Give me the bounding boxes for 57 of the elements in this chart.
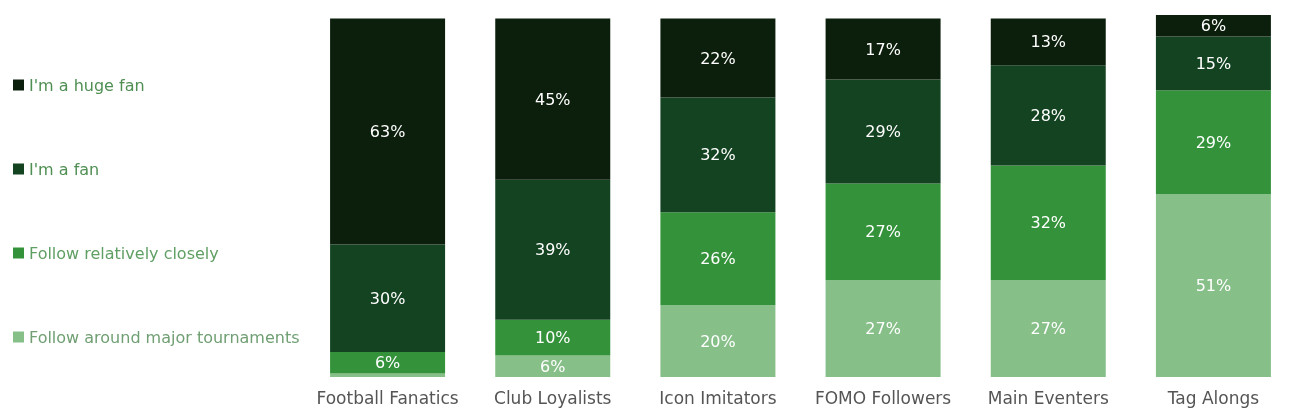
bar [1155,90,1271,195]
data-label: 27% [865,319,901,339]
data-label: 45% [534,89,571,109]
data-label: 6% [374,353,401,373]
bar [330,18,446,245]
data-label: 20% [700,331,736,351]
bar [825,280,941,377]
data-label: 15% [1195,53,1232,73]
bar [660,97,776,213]
legend-label: Follow relatively closely [29,243,219,263]
x-tick-label: Football Fanatics [316,387,459,408]
data-label: 13% [1030,32,1067,52]
bar [990,280,1106,377]
bar [1155,15,1271,37]
bar [825,183,941,281]
data-label: 28% [1030,105,1067,125]
x-tick-label: Main Eventers [987,387,1109,408]
bar [1155,194,1271,377]
bar [660,18,776,98]
x-tick-label: Icon Imitators [659,387,777,408]
x-tick-label: FOMO Followers [814,387,952,408]
x-tick-label: Tag Alongs [1166,387,1260,408]
bar [495,319,611,356]
bar [495,355,611,377]
bar [330,244,446,352]
data-label: 27% [1030,319,1067,339]
bar [990,165,1106,281]
bar [495,179,611,320]
bar [660,305,776,377]
data-label: 63% [369,121,406,141]
data-label: 29% [1195,132,1232,152]
data-label: 17% [865,39,901,59]
legend-label: Follow around major tournaments [29,327,300,347]
data-label: 32% [700,145,736,165]
bar [1155,36,1271,91]
data-label: 10% [534,328,571,348]
x-tick-label: Club Loyalists [494,387,612,408]
bar [495,18,611,180]
data-label: 30% [369,288,406,308]
bar [825,79,941,184]
bar [660,212,776,306]
bar [330,351,446,374]
data-label: 29% [865,121,901,141]
bar [330,373,446,377]
data-label: 39% [534,240,571,260]
data-label: 6% [1200,16,1227,36]
bar [990,18,1106,66]
data-label: 51% [1195,276,1232,296]
bar [990,65,1106,166]
data-label: 27% [865,222,901,242]
bar [825,18,941,80]
legend-label: I'm a fan [29,159,100,179]
data-label: 26% [700,249,736,269]
legend-label: I'm a huge fan [29,75,145,95]
data-label: 32% [1030,213,1067,233]
data-label: 22% [700,48,736,68]
data-label: 6% [540,356,566,376]
